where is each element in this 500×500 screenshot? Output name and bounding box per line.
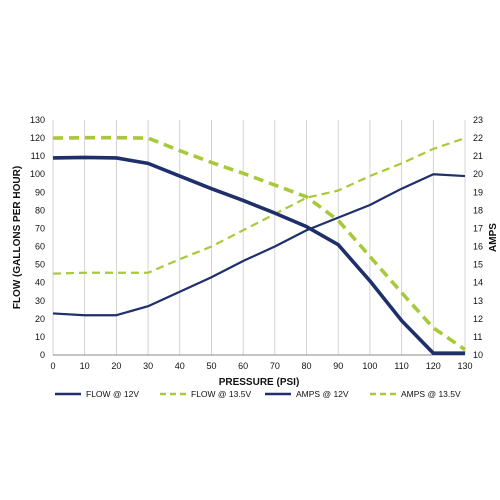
y2-tick-label: 22 bbox=[473, 133, 483, 143]
x-tick-label: 60 bbox=[238, 361, 248, 371]
x-tick-label: 20 bbox=[111, 361, 121, 371]
legend-label: FLOW @ 12V bbox=[86, 389, 139, 399]
x-tick-label: 0 bbox=[50, 361, 55, 371]
y2-tick-label: 16 bbox=[473, 242, 483, 252]
y2-tick-labels: 10 11 12 13 14 15 16 17 18 19 20 21 22 23 bbox=[473, 115, 483, 360]
x-tick-label: 110 bbox=[394, 361, 408, 371]
x-tick-label: 10 bbox=[80, 361, 90, 371]
y2-tick-label: 12 bbox=[473, 314, 483, 324]
y-tick-label: 30 bbox=[35, 296, 45, 306]
y2-tick-label: 17 bbox=[473, 223, 483, 233]
y-tick-label: 120 bbox=[30, 133, 45, 143]
x-tick-label: 130 bbox=[457, 361, 472, 371]
y-tick-label: 130 bbox=[30, 115, 45, 125]
series-lines bbox=[52, 135, 467, 355]
y2-tick-label: 10 bbox=[473, 350, 483, 360]
y-tick-label: 50 bbox=[35, 260, 45, 270]
x-tick-label: 70 bbox=[270, 361, 280, 371]
series-line-amps-13-5v bbox=[52, 137, 466, 275]
y2-tick-label: 23 bbox=[473, 115, 483, 125]
y-tick-label: 90 bbox=[35, 187, 45, 197]
y2-tick-label: 20 bbox=[473, 169, 483, 179]
series-line-flow-13-5v bbox=[52, 135, 467, 352]
x-tick-label: 30 bbox=[143, 361, 153, 371]
x-tick-label: 40 bbox=[175, 361, 185, 371]
x-tick-label: 120 bbox=[426, 361, 441, 371]
y-tick-label: 10 bbox=[35, 332, 45, 342]
y-axis-title: FLOW (GALLONS PER HOUR) bbox=[12, 166, 23, 309]
y2-tick-label: 19 bbox=[473, 187, 483, 197]
series-line-flow-12v bbox=[52, 155, 465, 355]
x-tick-label: 80 bbox=[302, 361, 312, 371]
y-tick-label: 0 bbox=[40, 350, 45, 360]
x-tick-label: 100 bbox=[362, 361, 377, 371]
legend: FLOW @ 12V FLOW @ 13.5V AMPS @ 12V AMPS @ 1… bbox=[55, 389, 461, 399]
y-tick-label: 70 bbox=[35, 223, 45, 233]
series-line-amps-12v bbox=[52, 173, 466, 317]
legend-label: AMPS @ 12V bbox=[296, 389, 349, 399]
gridlines bbox=[52, 120, 466, 355]
y2-tick-label: 18 bbox=[473, 205, 483, 215]
y-tick-label: 80 bbox=[35, 205, 45, 215]
y-tick-label: 20 bbox=[35, 314, 45, 324]
y-tick-label: 100 bbox=[30, 169, 45, 179]
y2-axis-title: AMPS bbox=[488, 223, 499, 252]
x-tick-label: 90 bbox=[333, 361, 343, 371]
y-tick-labels: 0 10 20 30 40 50 60 70 80 90 100 110 120 130 bbox=[30, 115, 45, 360]
y2-tick-label: 14 bbox=[473, 278, 483, 288]
y2-tick-label: 11 bbox=[473, 332, 482, 342]
x-tick-label: 50 bbox=[206, 361, 216, 371]
y2-tick-label: 13 bbox=[473, 296, 483, 306]
legend-label: FLOW @ 13.5V bbox=[191, 389, 251, 399]
y2-tick-label: 15 bbox=[473, 260, 483, 270]
x-tick-labels: 0 10 20 30 40 50 60 70 80 90 100 110 120 130 bbox=[50, 361, 472, 371]
y-tick-label: 60 bbox=[35, 242, 45, 252]
y-tick-label: 110 bbox=[31, 151, 45, 161]
y2-tick-label: 21 bbox=[473, 151, 483, 161]
x-axis-title: PRESSURE (PSI) bbox=[219, 377, 300, 388]
y-tick-label: 40 bbox=[35, 278, 45, 288]
legend-label: AMPS @ 13.5V bbox=[401, 389, 461, 399]
